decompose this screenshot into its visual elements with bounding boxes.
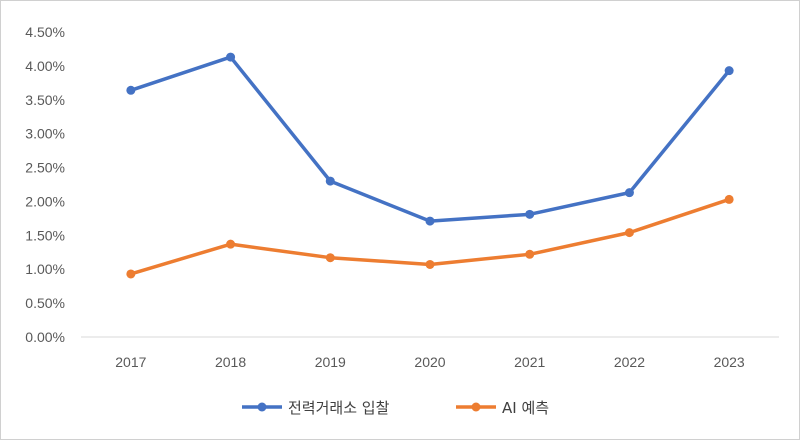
- y-tick-label: 0.00%: [25, 329, 65, 345]
- y-tick-label: 4.50%: [25, 24, 65, 40]
- series-layer: [126, 52, 734, 279]
- data-point: [525, 249, 535, 259]
- x-tick-label: 2017: [115, 354, 146, 370]
- data-point: [226, 52, 236, 62]
- y-tick-label: 4.00%: [25, 58, 65, 74]
- data-point: [624, 188, 634, 198]
- y-tick-label: 1.00%: [25, 261, 65, 277]
- data-point: [624, 228, 634, 238]
- x-axis: 2017 2018 2019 2020 2021 2022 2023: [115, 354, 745, 370]
- legend-marker: [257, 402, 267, 412]
- data-point: [325, 176, 335, 186]
- data-point: [126, 269, 136, 279]
- data-point: [525, 209, 535, 219]
- y-tick-label: 2.00%: [25, 193, 65, 209]
- y-tick-label: 1.50%: [25, 227, 65, 243]
- legend-label: AI 예측: [502, 399, 549, 417]
- data-point: [724, 194, 734, 204]
- data-point: [724, 66, 734, 76]
- series-2: [126, 194, 734, 279]
- y-tick-label: 2.50%: [25, 160, 65, 176]
- series-line: [129, 55, 731, 223]
- x-tick-label: 2019: [315, 354, 346, 370]
- legend-item: AI 예측: [456, 399, 549, 417]
- y-axis: 0.00% 0.50% 1.00% 1.50% 2.00% 2.50% 3.00% 3.50%…: [25, 24, 65, 345]
- legend-item: 전력거래소 입찰: [242, 399, 390, 417]
- legend: 전력거래소 입찰 AI 예측: [242, 399, 549, 417]
- x-tick-label: 2020: [414, 354, 445, 370]
- x-tick-label: 2023: [714, 354, 745, 370]
- data-point: [226, 239, 236, 249]
- y-tick-label: 0.50%: [25, 295, 65, 311]
- x-tick-label: 2021: [514, 354, 545, 370]
- legend-label: 전력거래소 입찰: [288, 399, 390, 417]
- series-1: [126, 52, 734, 226]
- y-tick-label: 3.00%: [25, 126, 65, 142]
- legend-marker: [471, 402, 481, 412]
- data-point: [425, 216, 435, 226]
- y-tick-label: 3.50%: [25, 92, 65, 108]
- data-point: [425, 259, 435, 269]
- data-point: [325, 253, 335, 263]
- x-tick-label: 2022: [614, 354, 645, 370]
- x-tick-label: 2018: [215, 354, 246, 370]
- data-point: [126, 85, 136, 95]
